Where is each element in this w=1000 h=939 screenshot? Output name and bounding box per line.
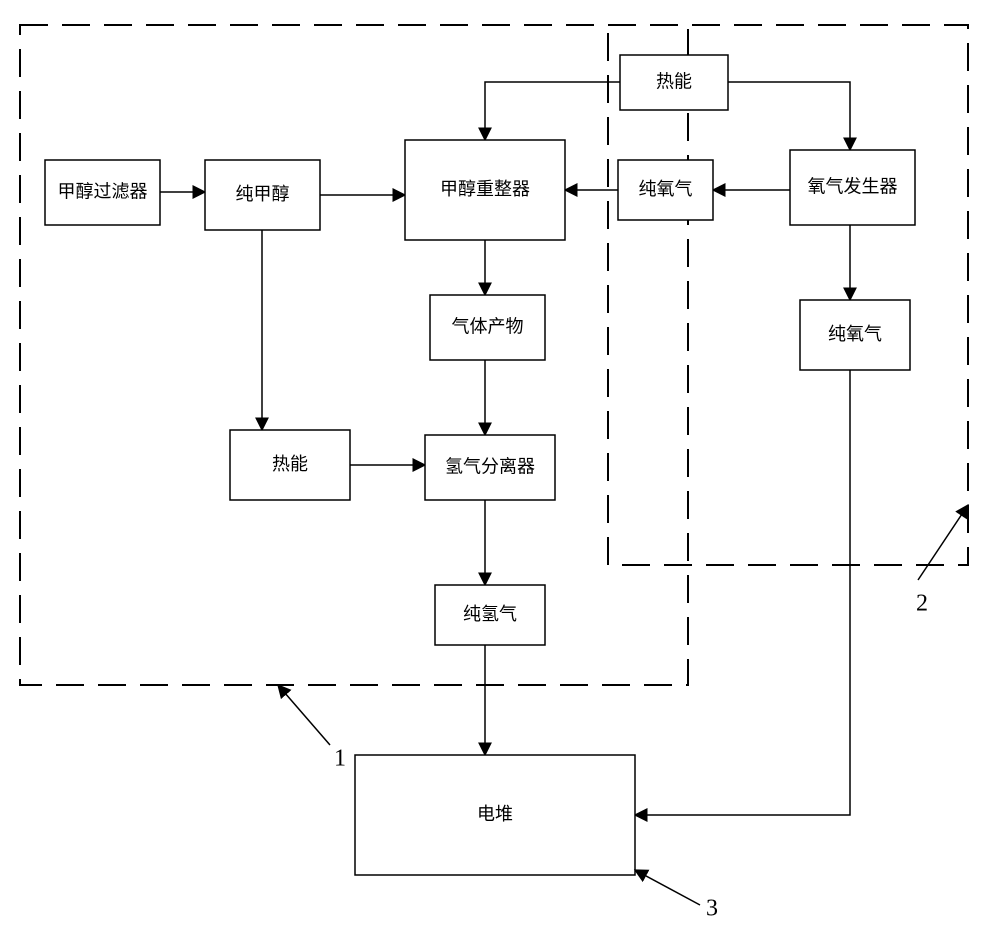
node-stack-label: 电堆 (477, 804, 513, 824)
node-heat_mid-label: 热能 (272, 454, 308, 474)
node-o2_mid: 纯氧气 (800, 300, 910, 370)
callout-3: 3 (635, 870, 718, 922)
node-heat_top-label: 热能 (656, 72, 692, 92)
node-pure_h2: 纯氢气 (435, 585, 545, 645)
callout-2-label: 2 (916, 591, 928, 617)
node-o2_mid-label: 纯氧气 (828, 324, 882, 344)
callout-3-label: 3 (706, 896, 718, 922)
node-heat_mid: 热能 (230, 430, 350, 500)
node-reformer-label: 甲醇重整器 (440, 179, 530, 199)
node-h2_sep-label: 氢气分离器 (445, 457, 535, 477)
node-o2_top: 纯氧气 (618, 160, 713, 220)
node-stack: 电堆 (355, 755, 635, 875)
node-heat_top: 热能 (620, 55, 728, 110)
callout-1-label: 1 (334, 746, 346, 772)
callout-2: 2 (916, 505, 968, 617)
node-gas_prod-label: 气体产物 (452, 317, 524, 337)
e-heat-reformer (485, 82, 620, 140)
callout-1: 1 (278, 685, 346, 772)
node-gas_prod: 气体产物 (430, 295, 545, 360)
node-methanol: 纯甲醇 (205, 160, 320, 230)
e-o2mid-stack (635, 370, 850, 815)
node-o2_top-label: 纯氧气 (639, 179, 693, 199)
node-reformer: 甲醇重整器 (405, 140, 565, 240)
node-h2_sep: 氢气分离器 (425, 435, 555, 500)
node-filter-label: 甲醇过滤器 (58, 182, 148, 202)
node-o2_gen-label: 氧气发生器 (808, 177, 898, 197)
region-1 (20, 25, 688, 685)
node-methanol-label: 纯甲醇 (236, 184, 290, 204)
node-filter: 甲醇过滤器 (45, 160, 160, 225)
node-o2_gen: 氧气发生器 (790, 150, 915, 225)
e-heat-o2gen (728, 82, 850, 150)
node-pure_h2-label: 纯氢气 (463, 604, 517, 624)
